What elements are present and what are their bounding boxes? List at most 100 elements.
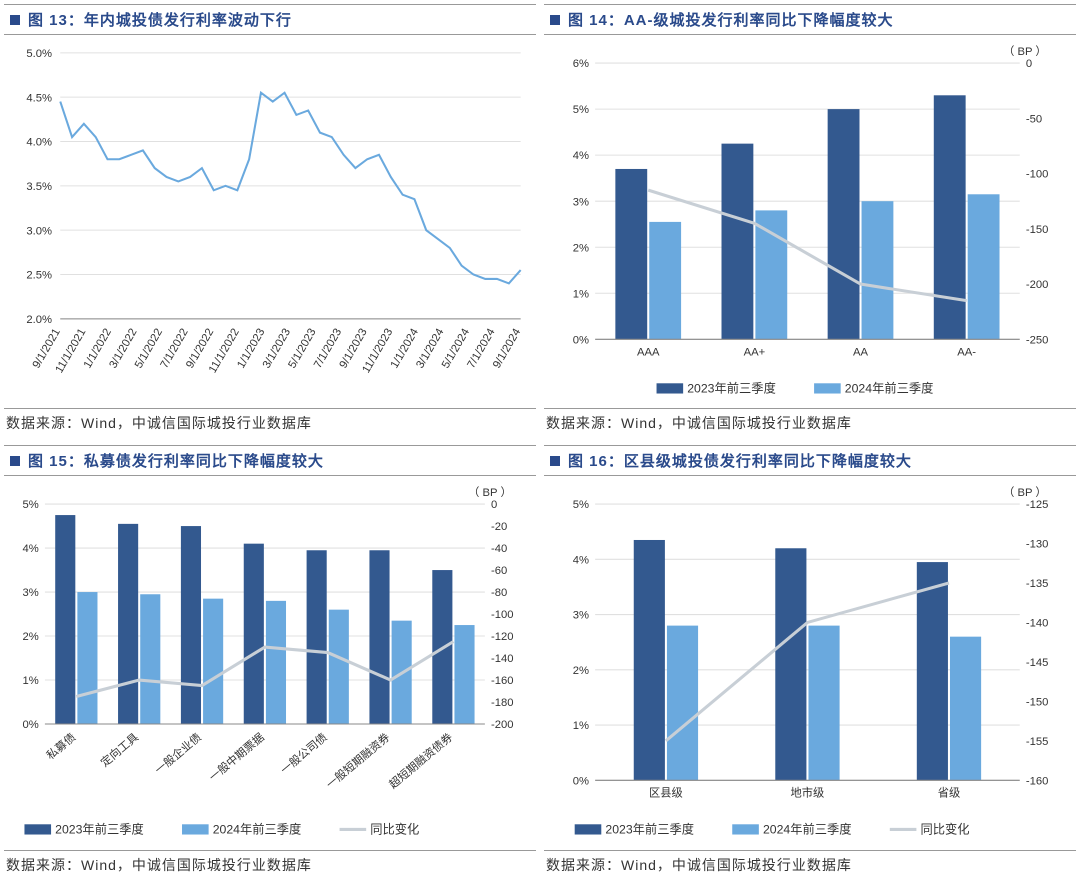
svg-text:一般公司债: 一般公司债 bbox=[278, 730, 330, 777]
svg-text:-250: -250 bbox=[1026, 334, 1049, 346]
svg-text:-60: -60 bbox=[491, 565, 507, 577]
svg-text:AA+: AA+ bbox=[744, 347, 766, 359]
chart13-area: 2.0%2.5%3.0%3.5%4.0%4.5%5.0%9/1/202111/1… bbox=[4, 35, 536, 408]
svg-text:-160: -160 bbox=[491, 675, 514, 687]
svg-text:0: 0 bbox=[491, 499, 497, 511]
svg-text:4.0%: 4.0% bbox=[26, 137, 52, 149]
chart16-area: 0% 1% 2% 3% 4% 5% -160 -155 -150 -145 -140 -135 -130… bbox=[544, 476, 1076, 849]
svg-text:（ BP ）: （ BP ） bbox=[468, 486, 512, 499]
svg-text:一般短期融资券: 一般短期融资券 bbox=[323, 730, 392, 791]
svg-text:2.0%: 2.0% bbox=[26, 314, 52, 326]
svg-text:-130: -130 bbox=[1026, 539, 1049, 551]
svg-text:2.5%: 2.5% bbox=[26, 270, 52, 282]
svg-text:-20: -20 bbox=[491, 521, 507, 533]
svg-text:（ BP ）: （ BP ） bbox=[1003, 45, 1047, 58]
svg-text:同比变化: 同比变化 bbox=[920, 822, 969, 837]
svg-text:4.5%: 4.5% bbox=[26, 92, 52, 104]
svg-text:-160: -160 bbox=[1026, 776, 1049, 788]
title-bullet-icon bbox=[10, 456, 20, 466]
chart14-area: 0%1%2%3%4%5%6%-250-200-150-100-500（ BP ）… bbox=[544, 35, 1076, 408]
title-bar-15: 图 15：私募债发行利率同比下降幅度较大 bbox=[4, 445, 536, 476]
svg-text:一般企业债: 一般企业债 bbox=[152, 730, 204, 777]
svg-text:同比变化: 同比变化 bbox=[370, 822, 419, 837]
svg-text:-50: -50 bbox=[1026, 113, 1042, 125]
title-bar-14: 图 14：AA-级城投发行利率同比下降幅度较大 bbox=[544, 4, 1076, 35]
svg-text:2024年前三季度: 2024年前三季度 bbox=[763, 822, 852, 837]
svg-text:2024年前三季度: 2024年前三季度 bbox=[213, 822, 302, 837]
panel-chart15: 图 15：私募债发行利率同比下降幅度较大 0%1%2%3%4%5%-200-18… bbox=[0, 441, 540, 882]
svg-text:1%: 1% bbox=[573, 720, 589, 732]
svg-text:超短期融资债券: 超短期融资债券 bbox=[386, 730, 455, 791]
chart13-svg: 2.0%2.5%3.0%3.5%4.0%4.5%5.0%9/1/202111/1… bbox=[4, 35, 536, 408]
svg-text:地市级: 地市级 bbox=[791, 786, 825, 800]
chart15-area: 0%1%2%3%4%5%-200-180-160-140-120-100-80-… bbox=[4, 476, 536, 849]
chart16-title: 图 16：区县级城投债发行利率同比下降幅度较大 bbox=[568, 450, 912, 471]
svg-text:0%: 0% bbox=[573, 776, 589, 788]
title-bar-16: 图 16：区县级城投债发行利率同比下降幅度较大 bbox=[544, 445, 1076, 476]
svg-text:-135: -135 bbox=[1026, 578, 1049, 590]
svg-text:2024年前三季度: 2024年前三季度 bbox=[845, 381, 934, 396]
svg-text:1%: 1% bbox=[573, 288, 589, 300]
chart15-title: 图 15：私募债发行利率同比下降幅度较大 bbox=[28, 450, 324, 471]
svg-text:6%: 6% bbox=[573, 58, 589, 70]
svg-text:-150: -150 bbox=[1026, 697, 1049, 709]
svg-text:2023年前三季度: 2023年前三季度 bbox=[605, 822, 694, 837]
chart15-source: 数据来源：Wind，中诚信国际城投行业数据库 bbox=[4, 850, 536, 879]
chart16-source: 数据来源：Wind，中诚信国际城投行业数据库 bbox=[544, 850, 1076, 879]
title-bullet-icon bbox=[10, 15, 20, 25]
chart14-svg: 0%1%2%3%4%5%6%-250-200-150-100-500（ BP ）… bbox=[544, 35, 1076, 408]
svg-text:-40: -40 bbox=[491, 543, 507, 555]
svg-text:2%: 2% bbox=[23, 631, 39, 643]
chart16-svg: 0% 1% 2% 3% 4% 5% -160 -155 -150 -145 -140 -135 -130… bbox=[544, 476, 1076, 849]
svg-text:3.0%: 3.0% bbox=[26, 225, 52, 237]
svg-text:4%: 4% bbox=[23, 543, 39, 555]
svg-text:-100: -100 bbox=[491, 609, 514, 621]
svg-text:AA: AA bbox=[853, 347, 869, 359]
svg-text:-200: -200 bbox=[1026, 279, 1049, 291]
svg-text:一般中期票据: 一般中期票据 bbox=[206, 730, 267, 784]
svg-text:5%: 5% bbox=[23, 499, 39, 511]
svg-text:5%: 5% bbox=[573, 499, 589, 511]
svg-text:2%: 2% bbox=[573, 242, 589, 254]
svg-text:私募债: 私募债 bbox=[43, 730, 78, 762]
svg-text:AA-: AA- bbox=[957, 347, 976, 359]
svg-text:-200: -200 bbox=[491, 719, 514, 731]
svg-text:2023年前三季度: 2023年前三季度 bbox=[687, 381, 776, 396]
chart13-source: 数据来源：Wind，中诚信国际城投行业数据库 bbox=[4, 408, 536, 437]
svg-text:-140: -140 bbox=[1026, 618, 1049, 630]
svg-text:3.5%: 3.5% bbox=[26, 181, 52, 193]
svg-text:-155: -155 bbox=[1026, 736, 1049, 748]
svg-text:定向工具: 定向工具 bbox=[98, 730, 141, 770]
svg-text:-150: -150 bbox=[1026, 224, 1049, 236]
svg-text:（ BP ）: （ BP ） bbox=[1003, 486, 1047, 499]
svg-text:-140: -140 bbox=[491, 653, 514, 665]
svg-text:4%: 4% bbox=[573, 150, 589, 162]
panel-chart14: 图 14：AA-级城投发行利率同比下降幅度较大 0%1%2%3%4%5%6%-2… bbox=[540, 0, 1080, 441]
svg-text:区县级: 区县级 bbox=[649, 787, 683, 800]
svg-text:1%: 1% bbox=[23, 675, 39, 687]
svg-text:0: 0 bbox=[1026, 58, 1032, 70]
svg-text:-180: -180 bbox=[491, 697, 514, 709]
svg-text:4%: 4% bbox=[573, 555, 589, 567]
panel-chart16: 图 16：区县级城投债发行利率同比下降幅度较大 0% 1% 2% 3% 4% 5% -160… bbox=[540, 441, 1080, 882]
title-bullet-icon bbox=[550, 15, 560, 25]
panel-chart13: 图 13：年内城投债发行利率波动下行 2.0% 2.5% 3.0% 3.5% 4.0% 4… bbox=[0, 0, 540, 441]
svg-text:2%: 2% bbox=[573, 665, 589, 677]
svg-text:-100: -100 bbox=[1026, 169, 1049, 181]
svg-text:3%: 3% bbox=[23, 587, 39, 599]
chart15-svg: 0%1%2%3%4%5%-200-180-160-140-120-100-80-… bbox=[4, 476, 536, 849]
svg-text:省级: 省级 bbox=[938, 787, 961, 800]
svg-text:2023年前三季度: 2023年前三季度 bbox=[55, 822, 144, 837]
svg-text:-145: -145 bbox=[1026, 657, 1049, 669]
svg-text:3%: 3% bbox=[573, 610, 589, 622]
svg-text:-80: -80 bbox=[491, 587, 507, 599]
title-bar-13: 图 13：年内城投债发行利率波动下行 bbox=[4, 4, 536, 35]
svg-text:0%: 0% bbox=[573, 334, 589, 346]
chart14-title: 图 14：AA-级城投发行利率同比下降幅度较大 bbox=[568, 9, 894, 30]
title-bullet-icon bbox=[550, 456, 560, 466]
chart14-source: 数据来源：Wind，中诚信国际城投行业数据库 bbox=[544, 408, 1076, 437]
svg-text:0%: 0% bbox=[23, 719, 39, 731]
chart13-title: 图 13：年内城投债发行利率波动下行 bbox=[28, 9, 292, 30]
svg-text:5.0%: 5.0% bbox=[26, 48, 52, 60]
svg-text:AAA: AAA bbox=[637, 347, 660, 359]
